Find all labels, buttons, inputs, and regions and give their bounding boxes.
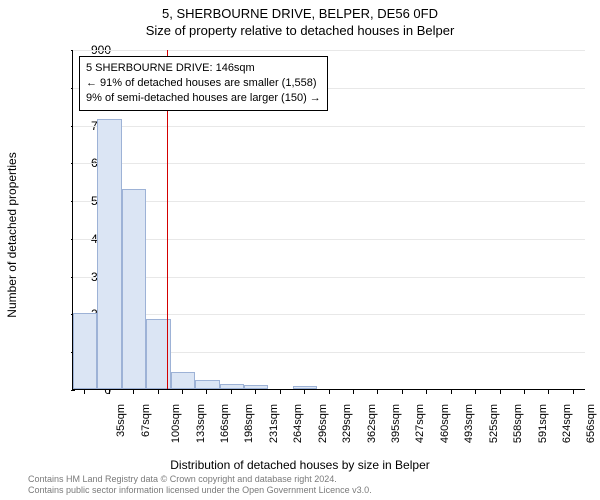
y-axis-label: Number of detached properties [5,152,19,317]
x-tick-label: 558sqm [512,404,524,443]
x-tick-mark [377,390,378,394]
x-tick-label: 166sqm [219,404,231,443]
x-tick-label: 362sqm [366,404,378,443]
x-tick-label: 525sqm [488,404,500,443]
histogram-bar [244,385,268,389]
x-tick-mark [573,390,574,394]
x-tick-mark [280,390,281,394]
gridline [73,50,585,51]
x-tick-mark [451,390,452,394]
annotation-line-2: ← 91% of detached houses are smaller (1,… [86,76,321,91]
x-tick-mark [84,390,85,394]
x-tick-label: 35sqm [115,404,127,437]
x-tick-mark [402,390,403,394]
histogram-bar [220,384,244,389]
x-tick-mark [548,390,549,394]
x-tick-mark [304,390,305,394]
histogram-bar [73,313,97,389]
x-axis-ticks: 35sqm 67sqm 100sqm 133sqm 166sqm 198sqm 231sqm… [72,390,585,450]
x-tick-label: 493sqm [463,404,475,443]
page-title: 5, SHERBOURNE DRIVE, BELPER, DE56 0FD [0,0,600,23]
x-tick-mark [255,390,256,394]
x-tick-mark [109,390,110,394]
histogram-bar [97,119,121,389]
x-tick-mark [182,390,183,394]
annotation-box: 5 SHERBOURNE DRIVE: 146sqm ← 91% of deta… [79,56,328,111]
x-tick-label: 624sqm [561,404,573,443]
x-tick-mark [500,390,501,394]
gridline [73,201,585,202]
x-tick-label: 460sqm [439,404,451,443]
page-subtitle: Size of property relative to detached ho… [0,23,600,40]
x-tick-label: 264sqm [292,404,304,443]
histogram-bar [171,372,195,389]
annotation-line-3: 9% of semi-detached houses are larger (1… [86,91,321,106]
x-tick-label: 329sqm [341,404,353,443]
gridline [73,126,585,127]
x-tick-mark [475,390,476,394]
x-tick-mark [426,390,427,394]
x-tick-label: 656sqm [585,404,597,443]
footer-attribution: Contains HM Land Registry data © Crown c… [28,474,372,497]
x-tick-label: 395sqm [390,404,402,443]
x-tick-label: 67sqm [140,404,152,437]
histogram-bar [195,380,219,389]
x-tick-mark [329,390,330,394]
histogram-bar [122,189,146,389]
gridline [73,277,585,278]
gridline [73,163,585,164]
x-axis-label: Distribution of detached houses by size … [0,458,600,472]
x-tick-mark [524,390,525,394]
x-tick-mark [206,390,207,394]
x-tick-label: 133sqm [195,404,207,443]
annotation-line-1: 5 SHERBOURNE DRIVE: 146sqm [86,61,321,76]
chart-area: Number of detached properties 0100200300… [30,50,585,420]
x-tick-label: 100sqm [170,404,182,443]
gridline [73,314,585,315]
x-tick-label: 427sqm [414,404,426,443]
footer-line-1: Contains HM Land Registry data © Crown c… [28,474,372,485]
x-tick-mark [231,390,232,394]
x-tick-label: 231sqm [268,404,280,443]
histogram-bar [293,386,317,389]
x-tick-mark [158,390,159,394]
x-tick-label: 296sqm [317,404,329,443]
footer-line-2: Contains public sector information licen… [28,485,372,496]
x-tick-mark [353,390,354,394]
x-tick-label: 198sqm [243,404,255,443]
x-tick-label: 591sqm [537,404,549,443]
plot-area: 5 SHERBOURNE DRIVE: 146sqm ← 91% of deta… [72,50,585,390]
x-tick-mark [133,390,134,394]
gridline [73,239,585,240]
